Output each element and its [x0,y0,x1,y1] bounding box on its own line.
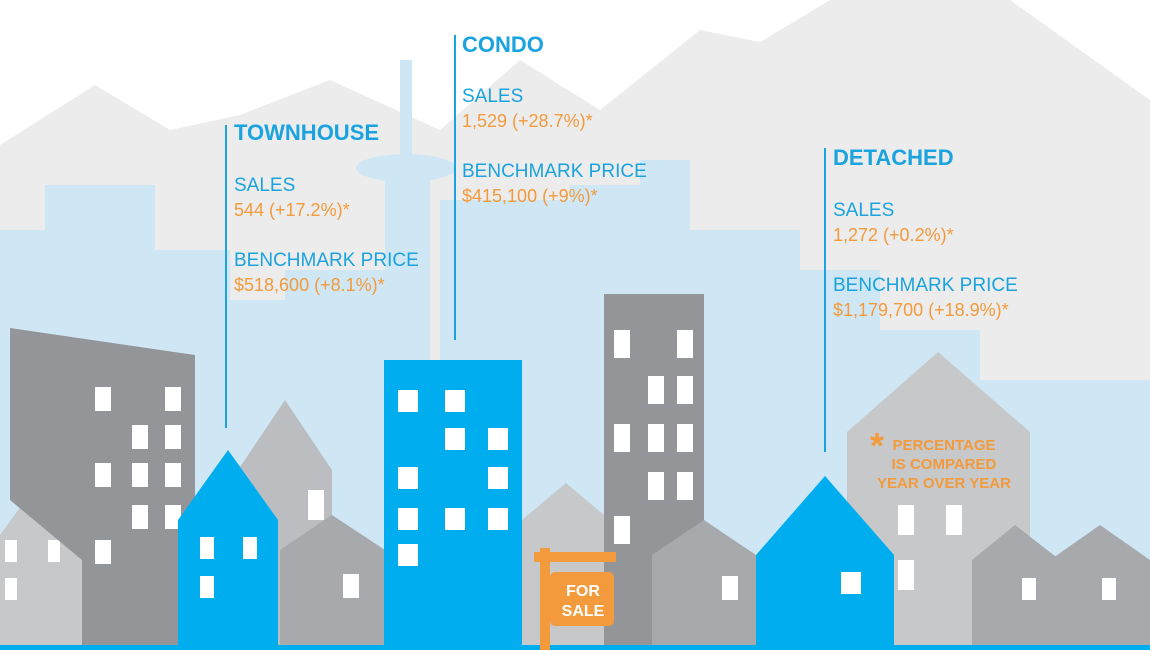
building [10,328,195,650]
price-value: $415,100 (+9%)* [462,186,598,206]
sales-value: 1,272 (+0.2%)* [833,225,954,245]
window [1022,578,1036,600]
segment-title: DETACHED [833,145,954,170]
windows [614,330,693,544]
building [1050,525,1150,650]
segment-title: TOWNHOUSE [234,120,379,145]
sales-label: SALES [462,86,523,107]
segment-title: CONDO [462,32,544,57]
window [5,540,17,562]
sales-value: 544 (+17.2%)* [234,200,350,220]
window [308,490,324,520]
building [280,515,385,650]
sales-value: 1,529 (+28.7%)* [462,111,593,131]
window [343,574,359,598]
detached-callout: DETACHED SALES 1,272 (+0.2%)* BENCHMARK … [824,145,1018,452]
windows [95,387,181,564]
windows [898,505,962,590]
sales-label: SALES [833,200,894,221]
sales-label: SALES [234,175,295,196]
condo-callout: CONDO SALES 1,529 (+28.7%)* BENCHMARK PR… [454,32,647,340]
price-label: BENCHMARK PRICE [462,161,647,182]
building [972,525,1060,650]
ground [0,645,1150,650]
sign-text: SALE [562,603,605,620]
detached-house [756,476,894,650]
windows [200,537,257,598]
window [841,572,861,594]
townhouse-callout: TOWNHOUSE SALES 544 (+17.2%)* BENCHMARK … [225,120,419,428]
window [48,540,60,562]
footnote-mark: * [870,425,884,466]
for-sale-sign: FOR SALE [534,548,616,650]
footnote: * PERCENTAGE IS COMPARED YEAR OVER YEAR [870,425,1011,492]
townhouse [178,450,278,650]
building [652,520,756,650]
footnote-line: YEAR OVER YEAR [877,475,1011,492]
window [5,578,17,600]
window [722,576,738,600]
price-value: $518,600 (+8.1%)* [234,275,385,295]
footnote-line: PERCENTAGE [892,437,995,454]
footnote-line: IS COMPARED [892,456,997,473]
price-label: BENCHMARK PRICE [833,275,1018,296]
sign-text: FOR [566,583,600,600]
price-label: BENCHMARK PRICE [234,250,419,271]
windows [398,390,508,566]
price-value: $1,179,700 (+18.9%)* [833,300,1009,320]
window [1102,578,1116,600]
